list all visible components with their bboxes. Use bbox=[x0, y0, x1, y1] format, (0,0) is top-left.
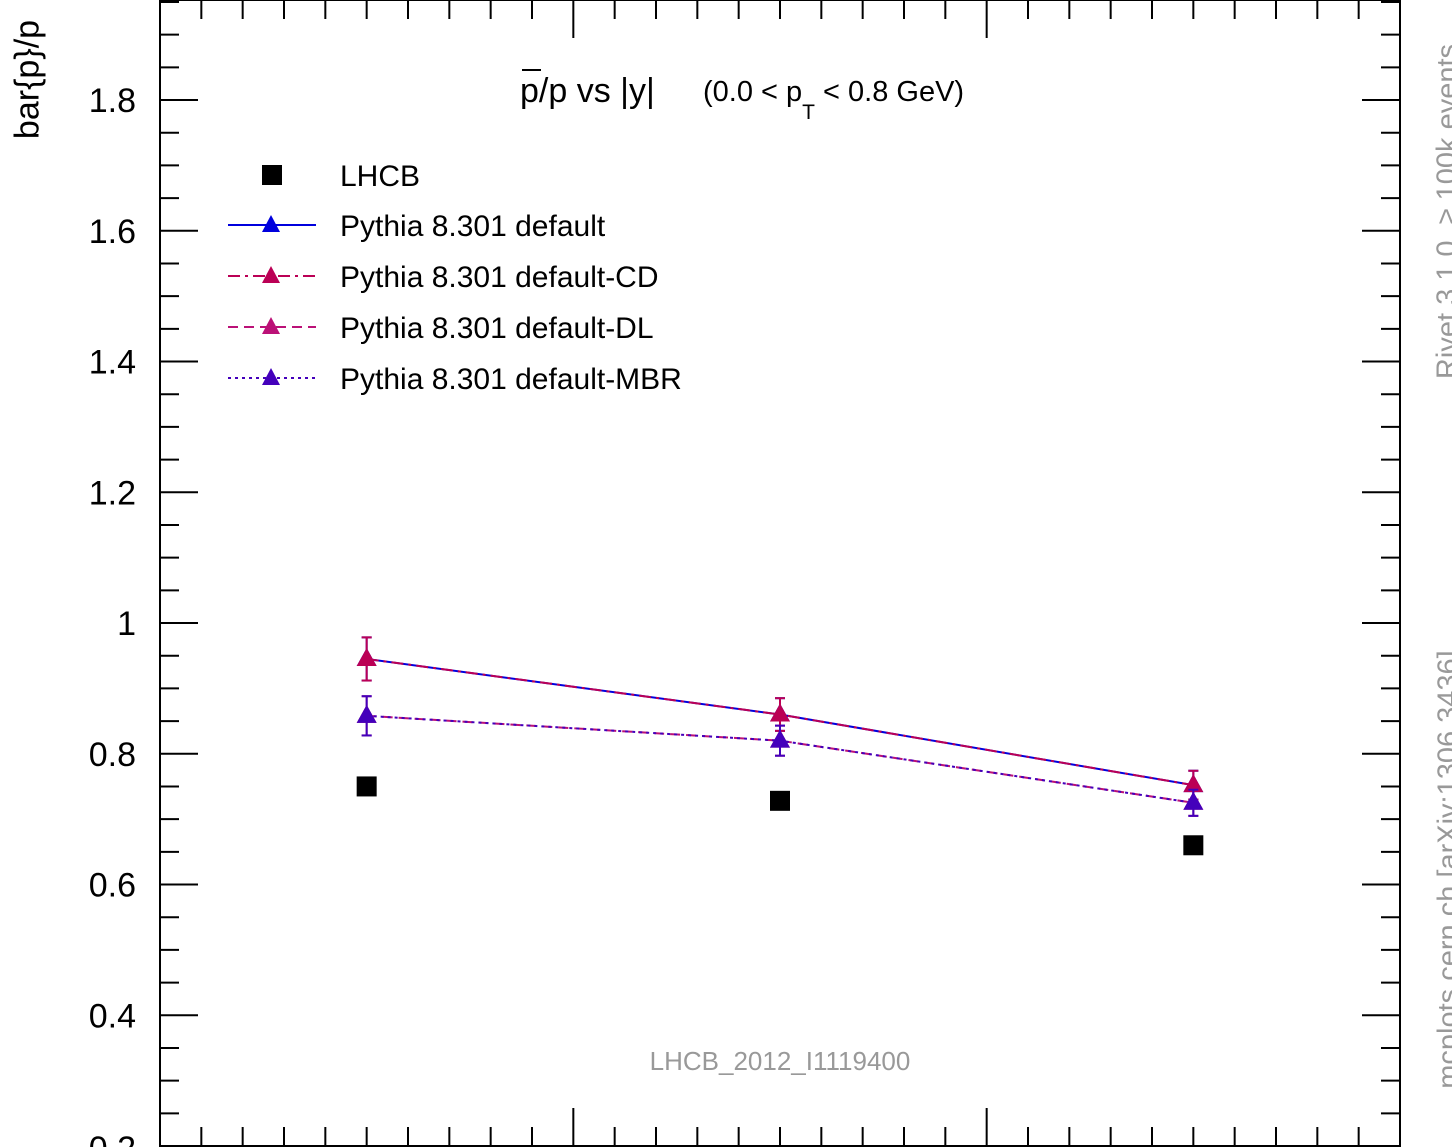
legend-marker bbox=[262, 215, 280, 232]
chart-title-main: p/p vs |y| bbox=[520, 72, 655, 110]
legend-label: Pythia 8.301 default-CD bbox=[340, 261, 659, 294]
legend-label: LHCB bbox=[340, 160, 420, 193]
series-marker bbox=[356, 704, 377, 723]
legend: LHCB Pythia 8.301 default Pythia 8.301 def… bbox=[228, 160, 682, 396]
y-tick-label: 0.2 bbox=[89, 1130, 136, 1147]
y-tick-label: 0.4 bbox=[89, 997, 136, 1035]
y-tick-label: 1.4 bbox=[89, 344, 136, 382]
y-tick-label: 0.8 bbox=[89, 736, 136, 774]
legend-marker-lhcb bbox=[262, 165, 282, 185]
data-point bbox=[1183, 835, 1204, 856]
chart-title-range: (0.0 < pT < 0.8 GeV) bbox=[703, 76, 964, 124]
y-tick-label: 1.6 bbox=[89, 213, 136, 251]
series-marker bbox=[770, 729, 790, 748]
data-point bbox=[770, 790, 790, 811]
y-tick-labels: 0.4 0.6 0.8 1 1.2 1.4 1.6 1.8 0.2 bbox=[89, 82, 136, 1147]
y-tick-label: 1.8 bbox=[89, 82, 136, 120]
title-range-suffix: < 0.8 GeV) bbox=[815, 76, 964, 108]
y-tick-label: 1.2 bbox=[89, 474, 136, 512]
data-point bbox=[356, 776, 377, 797]
legend-marker bbox=[262, 266, 280, 283]
mcplots-source-label: mcplots.cern.ch [arXiv:1306.3436] bbox=[1432, 650, 1452, 1089]
legend-label: Pythia 8.301 default-MBR bbox=[340, 363, 682, 396]
series-line bbox=[366, 714, 1194, 804]
series-marker bbox=[1183, 774, 1204, 793]
legend-label: Pythia 8.301 default-DL bbox=[340, 312, 654, 345]
series-marker bbox=[1183, 791, 1204, 810]
analysis-annotation: LHCB_2012_I1119400 bbox=[650, 1046, 911, 1076]
legend-marker bbox=[262, 368, 280, 385]
data-points bbox=[356, 776, 1204, 856]
y-tick-label: 0.6 bbox=[89, 867, 136, 905]
series-layer bbox=[356, 636, 1204, 817]
legend-marker bbox=[262, 317, 280, 334]
series-marker bbox=[770, 703, 790, 722]
y-axis-label: bar{p}/p bbox=[8, 19, 47, 140]
plot-frame bbox=[159, 0, 1401, 1147]
y-tick-label: 1 bbox=[117, 605, 136, 643]
legend-label: Pythia 8.301 default bbox=[340, 210, 606, 243]
title-range-prefix: (0.0 < p bbox=[703, 76, 802, 108]
rivet-version-label: Rivet 3.1.0, ≥ 100k events bbox=[1431, 43, 1452, 380]
series-marker bbox=[356, 647, 377, 666]
title-range-sub: T bbox=[802, 101, 815, 124]
